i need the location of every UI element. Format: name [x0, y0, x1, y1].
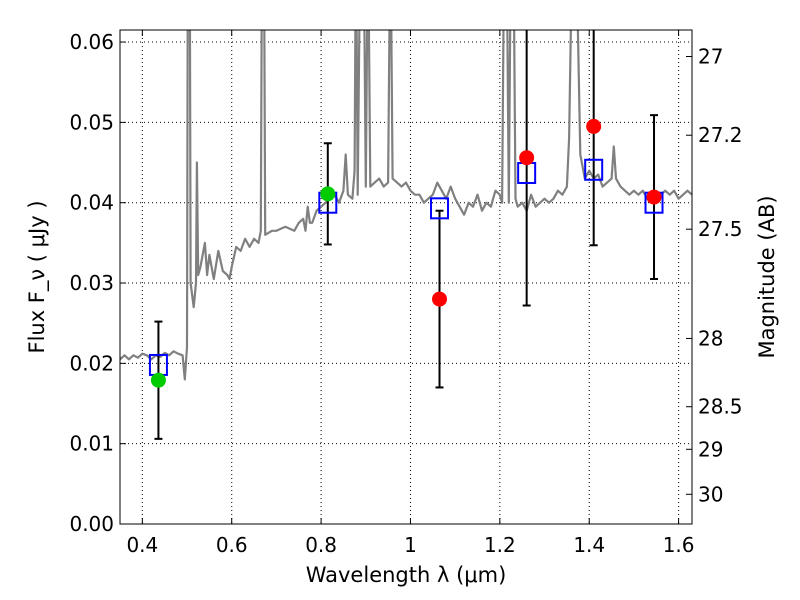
y-tick-label: 0.01	[69, 432, 114, 456]
x-tick-label: 0.4	[126, 533, 158, 557]
observed-point	[519, 150, 535, 166]
axis-ticks: 0.4 0.6 0.8 1 1.2 1.4 1.6 0.00 0.01 0.02 0.03 0.04 0…	[69, 30, 743, 557]
x-tick-label: 1.2	[484, 533, 516, 557]
x-tick-label: 0.8	[305, 533, 337, 557]
right-tick-label: 27	[698, 45, 723, 69]
y-tick-label: 0.02	[69, 351, 114, 375]
y-tick-label: 0.06	[69, 30, 114, 54]
spectrum-series	[120, 30, 692, 381]
x-axis-label: Wavelength λ (μm)	[306, 563, 507, 587]
right-tick-label: 30	[698, 482, 723, 506]
x-tick-label: 1.4	[573, 533, 605, 557]
right-axis-label: Magnitude (AB)	[755, 195, 779, 358]
y-tick-label: 0.05	[69, 110, 114, 134]
right-tick-label: 27.5	[698, 217, 743, 241]
observed-point	[320, 186, 336, 202]
spectrum-line	[120, 30, 692, 381]
x-tick-label: 1.6	[663, 533, 695, 557]
x-tick-label: 0.6	[216, 533, 248, 557]
observed-points	[150, 118, 662, 388]
right-tick-label: 28	[698, 326, 723, 350]
observed-point	[586, 118, 602, 134]
observed-point	[646, 189, 662, 205]
right-tick-label: 28.5	[698, 395, 743, 419]
model-box	[430, 197, 450, 220]
right-tick-label: 29	[698, 437, 723, 461]
y-tick-label: 0.00	[69, 512, 114, 536]
observed-point	[432, 291, 448, 307]
y-axis-label: Flux F_ν ( μJy )	[25, 200, 50, 353]
model-box	[584, 158, 604, 181]
right-tick-label: 27.2	[698, 123, 743, 147]
plot-background	[120, 30, 692, 524]
observed-point	[150, 372, 166, 388]
y-tick-label: 0.04	[69, 191, 114, 215]
y-tick-label: 0.03	[69, 271, 114, 295]
x-tick-label: 1	[404, 533, 417, 557]
plot-frame	[119, 29, 693, 525]
